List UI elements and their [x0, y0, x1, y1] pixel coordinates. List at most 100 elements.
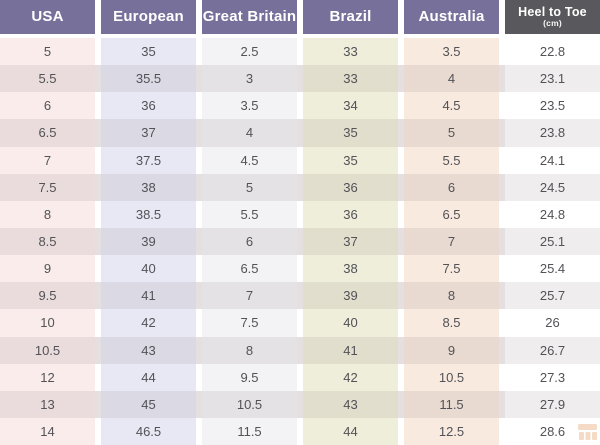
table-cell: 4.5 — [202, 146, 297, 174]
column-header-label: Australia — [418, 8, 485, 26]
column-header-australia: Australia — [404, 0, 499, 34]
table-cell: 24.1 — [505, 146, 600, 174]
column-header-label: Heel to Toe — [518, 4, 587, 19]
table-cell: 35.5 — [101, 65, 196, 93]
table-cell: 25.1 — [505, 227, 600, 256]
table-cell: 38 — [101, 173, 196, 201]
table-cell: 43 — [303, 390, 398, 418]
table-cell: 7.5 — [404, 255, 499, 283]
table-cell: 6 — [404, 173, 499, 201]
table-cell: 37.5 — [101, 146, 196, 174]
table-body: 5 35 2.5 33 3.5 22.8 5.5 35.5 3 33 4 23.1 6 36 3.5 34 4.… — [0, 38, 600, 445]
column-header-label: European — [113, 8, 184, 26]
table-cell: 35 — [101, 38, 196, 66]
table-cell: 44 — [101, 363, 196, 391]
table-cell: 5 — [404, 119, 499, 147]
table-cell: 5.5 — [404, 146, 499, 174]
table-cell: 11.5 — [202, 417, 297, 445]
table-cell: 5 — [0, 38, 95, 66]
column-header-label: USA — [31, 8, 64, 26]
table-cell: 12.5 — [404, 417, 499, 445]
table-cell: 22.8 — [505, 38, 600, 66]
table-cell: 38.5 — [101, 200, 196, 228]
table-cell: 4 — [404, 65, 499, 93]
table-cell: 6.5 — [404, 200, 499, 228]
table-cell: 36 — [303, 200, 398, 228]
column-header-heel-to-toe: Heel to Toe (cm) — [505, 0, 600, 34]
table-cell: 44 — [303, 417, 398, 445]
table-cell: 35 — [303, 119, 398, 147]
table-cell: 23.1 — [505, 65, 600, 93]
table-cell: 3 — [202, 65, 297, 93]
table-cell: 27.3 — [505, 363, 600, 391]
table-cell: 35 — [303, 146, 398, 174]
table-cell: 12 — [0, 363, 95, 391]
table-cell: 42 — [303, 363, 398, 391]
table-cell: 40 — [101, 255, 196, 283]
table-cell: 8.5 — [0, 227, 95, 256]
table-cell: 13 — [0, 390, 95, 418]
table-row: 6 36 3.5 34 4.5 23.5 — [0, 92, 600, 120]
table-cell: 37 — [101, 119, 196, 147]
column-header-label: Great Britain — [202, 8, 297, 26]
table-cell: 45 — [101, 390, 196, 418]
column-header-sublabel: (cm) — [543, 18, 562, 29]
table-cell: 10.5 — [0, 336, 95, 364]
column-header-brazil: Brazil — [303, 0, 398, 34]
table-cell: 5 — [202, 173, 297, 201]
table-row: 6.5 37 4 35 5 23.8 — [0, 119, 600, 147]
table-cell: 9.5 — [202, 363, 297, 391]
table-cell: 26 — [505, 309, 600, 337]
table-cell: 2.5 — [202, 38, 297, 66]
table-cell: 42 — [101, 309, 196, 337]
column-header-great-britain: Great Britain — [202, 0, 297, 34]
table-cell: 27.9 — [505, 390, 600, 418]
table-cell: 8 — [202, 336, 297, 364]
table-cell: 34 — [303, 92, 398, 120]
table-cell: 7 — [404, 227, 499, 256]
table-cell: 8.5 — [404, 309, 499, 337]
table-cell: 8 — [0, 200, 95, 228]
table-cell: 6 — [0, 92, 95, 120]
table-cell: 9 — [404, 336, 499, 364]
table-cell: 24.5 — [505, 173, 600, 201]
table-row: 9 40 6.5 38 7.5 25.4 — [0, 255, 600, 283]
table-cell: 38 — [303, 255, 398, 283]
table-cell: 7 — [202, 282, 297, 310]
table-cell: 36 — [303, 173, 398, 201]
table-row: 12 44 9.5 42 10.5 27.3 — [0, 363, 600, 391]
table-cell: 3.5 — [202, 92, 297, 120]
table-row: 14 46.5 11.5 44 12.5 28.6 — [0, 417, 600, 445]
table-row: 5.5 35.5 3 33 4 23.1 — [0, 65, 600, 93]
table-cell: 46.5 — [101, 417, 196, 445]
column-header-usa: USA — [0, 0, 95, 34]
table-cell: 23.8 — [505, 119, 600, 147]
table-cell: 6.5 — [202, 255, 297, 283]
table-header-row: USA European Great Britain Brazil Australia H… — [0, 0, 600, 34]
column-header-european: European — [101, 0, 196, 34]
table-cell: 14 — [0, 417, 95, 445]
table-cell: 6 — [202, 227, 297, 256]
table-cell: 10 — [0, 309, 95, 337]
table-cell: 28.6 — [505, 417, 600, 445]
table-cell: 39 — [101, 227, 196, 256]
table-cell: 5.5 — [0, 65, 95, 93]
table-cell: 9.5 — [0, 282, 95, 310]
table-cell: 37 — [303, 227, 398, 256]
table-cell: 24.8 — [505, 200, 600, 228]
table-cell: 8 — [404, 282, 499, 310]
table-cell: 39 — [303, 282, 398, 310]
table-cell: 10.5 — [404, 363, 499, 391]
table-cell: 4 — [202, 119, 297, 147]
table-cell: 6.5 — [0, 119, 95, 147]
table-row: 10 42 7.5 40 8.5 26 — [0, 309, 600, 337]
table-cell: 26.7 — [505, 336, 600, 364]
table-cell: 33 — [303, 38, 398, 66]
table-cell: 41 — [303, 336, 398, 364]
column-header-label: Brazil — [329, 8, 372, 26]
table-cell: 41 — [101, 282, 196, 310]
table-cell: 3.5 — [404, 38, 499, 66]
table-cell: 25.7 — [505, 282, 600, 310]
table-row: 8.5 39 6 37 7 25.1 — [0, 227, 600, 256]
